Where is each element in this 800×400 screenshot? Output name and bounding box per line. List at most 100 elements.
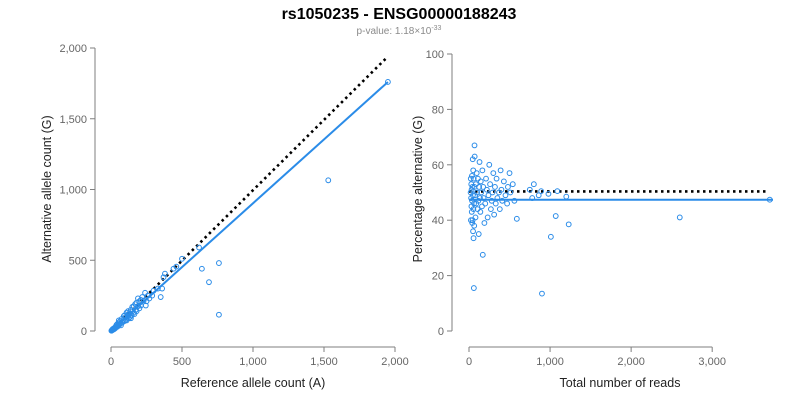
right-data-point	[468, 203, 475, 210]
right-data-point	[469, 197, 475, 204]
left-data-point	[114, 323, 121, 330]
right-scatter-panel: Total number of reads Percentage alterna…	[411, 49, 773, 390]
left-y-tick-label: 1,500	[59, 114, 87, 126]
subtitle-exponent: -33	[431, 25, 441, 32]
right-data-point	[477, 178, 484, 185]
right-data-point	[513, 215, 520, 222]
right-data-point	[468, 181, 475, 188]
chart-title: rs1050235 - ENSG00000188243	[282, 6, 517, 23]
chart-subtitle: p-value: 1.18×10-33	[357, 25, 442, 37]
right-x-axis-title: Total number of reads	[560, 376, 681, 390]
right-data-point	[509, 181, 516, 188]
right-data-point	[468, 208, 475, 215]
right-data-point	[479, 203, 485, 210]
right-data-point	[470, 235, 477, 242]
right-data-point	[504, 200, 511, 207]
left-data-point	[127, 313, 134, 320]
left-data-point	[133, 308, 140, 315]
right-data-point	[547, 233, 554, 240]
right-data-point	[470, 167, 477, 174]
right-data-point	[506, 170, 513, 177]
left-data-point	[179, 255, 185, 262]
right-data-point	[496, 189, 502, 196]
left-data-point	[145, 292, 151, 299]
right-data-point	[468, 195, 475, 201]
right-data-point	[469, 156, 476, 163]
right-y-tick-label: 60	[432, 160, 444, 172]
right-y-tick-label: 80	[432, 104, 444, 116]
left-x-tick-label: 0	[108, 356, 114, 368]
right-y-tick-label: 100	[426, 49, 444, 61]
left-x-tick-label: 1,500	[310, 356, 338, 368]
right-data-point	[492, 184, 498, 190]
left-data-point	[196, 244, 202, 251]
right-data-point	[478, 189, 485, 196]
left-data-point	[125, 308, 131, 315]
left-data-point	[198, 265, 205, 272]
right-data-point	[468, 217, 474, 224]
right-data-point	[472, 192, 478, 199]
left-data-point	[137, 296, 144, 303]
left-data-point	[216, 260, 222, 266]
right-data-point	[500, 178, 507, 185]
left-data-point	[157, 294, 164, 300]
right-data-point	[483, 186, 490, 193]
right-data-point	[552, 213, 559, 219]
right-data-point	[563, 193, 570, 200]
right-data-point	[473, 200, 480, 207]
right-data-point	[496, 206, 503, 213]
right-data-point	[535, 192, 542, 199]
left-data-point	[159, 285, 166, 292]
right-data-point	[505, 184, 511, 190]
left-y-tick-label: 1,000	[59, 185, 87, 197]
right-y-tick-label: 40	[432, 215, 444, 227]
left-data-point	[123, 317, 130, 324]
left-data-point	[206, 279, 212, 286]
right-data-point	[486, 161, 493, 168]
right-data-point	[479, 251, 486, 258]
right-data-point	[491, 211, 498, 218]
right-data-point	[487, 206, 494, 213]
left-data-point	[140, 297, 147, 304]
left-data-point	[118, 322, 124, 329]
right-y-tick-label: 0	[438, 326, 444, 338]
left-scatter-panel: Reference allele count (A) Alternative a…	[40, 43, 409, 390]
right-data-point	[499, 197, 506, 204]
left-y-tick-label: 500	[69, 255, 87, 267]
right-data-point	[474, 206, 481, 213]
right-data-point	[481, 220, 488, 226]
right-x-tick-label: 3,000	[698, 356, 726, 368]
left-reference-line	[110, 55, 389, 332]
right-data-point	[480, 195, 487, 201]
right-data-point	[476, 159, 483, 165]
left-x-axis-title: Reference allele count (A)	[181, 376, 326, 390]
right-data-point	[497, 167, 504, 174]
left-data-point	[150, 287, 157, 294]
right-data-point	[507, 189, 514, 196]
right-data-point	[471, 142, 478, 149]
right-data-point	[538, 188, 545, 195]
left-data-point	[385, 79, 391, 85]
right-x-tick-label: 0	[466, 356, 472, 368]
right-data-point	[468, 186, 475, 193]
right-data-point	[539, 290, 545, 297]
left-data-point	[170, 265, 177, 272]
right-data-point	[487, 181, 493, 188]
right-data-point	[469, 172, 475, 179]
right-data-point	[472, 214, 479, 221]
left-data-point	[130, 309, 137, 316]
right-data-point	[489, 189, 496, 196]
right-y-tick-label: 20	[432, 271, 444, 283]
right-data-point	[554, 188, 561, 195]
right-data-point	[484, 214, 491, 221]
right-data-point	[470, 285, 477, 291]
left-data-point	[162, 270, 168, 277]
right-x-tick-label: 2,000	[617, 356, 645, 368]
right-data-point	[483, 175, 489, 182]
left-x-tick-label: 500	[173, 356, 191, 368]
right-data-point	[469, 184, 476, 190]
right-data-point	[526, 186, 533, 193]
right-data-point	[488, 197, 495, 204]
left-data-point	[325, 177, 332, 184]
